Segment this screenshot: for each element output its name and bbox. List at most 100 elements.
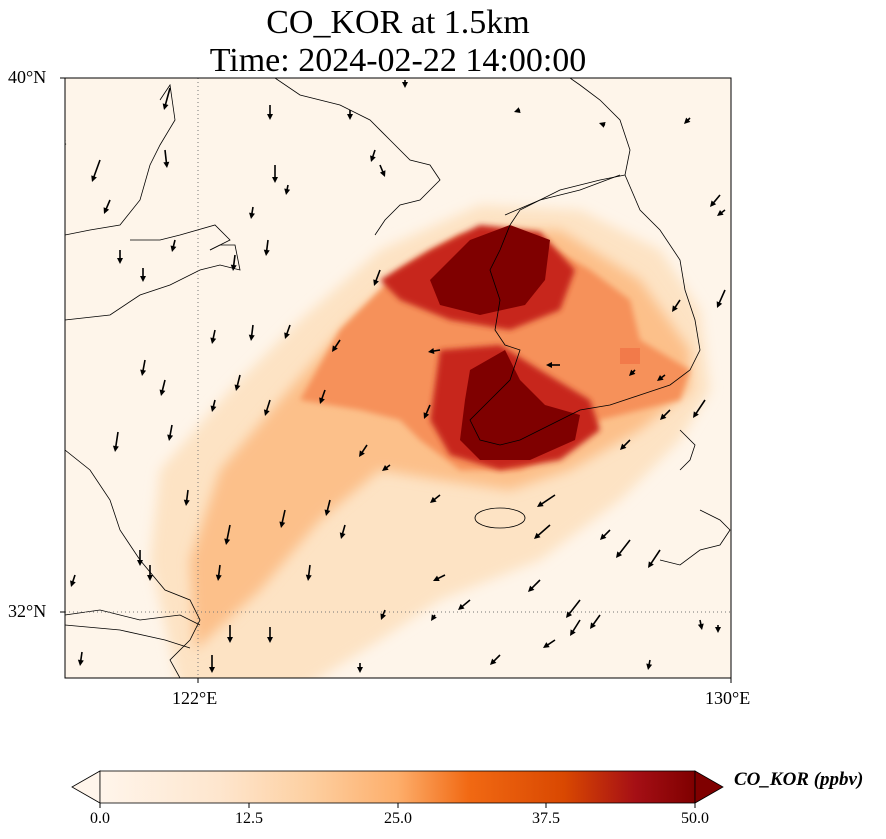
wind-arrow xyxy=(267,627,273,643)
map-title-line1: CO_KOR at 1.5km xyxy=(266,4,530,41)
wind-arrow xyxy=(140,359,147,376)
wind-arrow xyxy=(546,362,560,368)
wind-arrow xyxy=(616,539,631,558)
colorbar-tick-0: 0.0 xyxy=(90,810,110,827)
wind-arrow xyxy=(537,494,556,507)
axis-ticks xyxy=(60,77,732,683)
wind-arrow xyxy=(402,80,408,88)
wind-arrow xyxy=(380,609,387,620)
wind-arrow xyxy=(263,239,270,256)
jeju-island xyxy=(474,507,526,529)
wind-arrow xyxy=(428,348,441,354)
wind-arrow xyxy=(249,206,255,219)
gridlines xyxy=(65,78,731,678)
wind-arrow xyxy=(103,199,111,214)
wind-arrow xyxy=(566,599,581,618)
wind-arrow xyxy=(672,299,681,312)
wind-arrow xyxy=(209,655,215,673)
colorbar-tick-3: 37.5 xyxy=(532,810,560,827)
coastline-yangtze xyxy=(65,609,201,626)
wind-arrow xyxy=(324,499,331,516)
wind-arrow xyxy=(234,374,241,391)
wind-arrow xyxy=(332,339,341,352)
wind-arrow xyxy=(279,509,286,528)
coastline-korea-west xyxy=(469,174,701,446)
wind-arrow xyxy=(224,524,231,545)
wind-arrow xyxy=(373,269,381,286)
wind-arrow xyxy=(648,549,661,568)
wind-arrow xyxy=(263,399,271,416)
lon-label-122E: 122°E xyxy=(172,688,218,708)
wind-arrow xyxy=(600,529,611,540)
wind-arrow xyxy=(660,409,671,420)
coastline-korea-north xyxy=(509,174,626,226)
wind-arrow xyxy=(382,464,391,471)
wind-arrow xyxy=(117,250,123,264)
wind-arrow xyxy=(77,651,84,666)
lon-label-130E: 130°E xyxy=(705,688,751,708)
wind-arrow xyxy=(629,369,636,376)
wind-arrow xyxy=(183,489,190,506)
wind-arrow xyxy=(528,579,541,592)
wind-arrow xyxy=(430,494,441,503)
wind-arrow xyxy=(534,524,551,539)
wind-arrow xyxy=(112,431,119,452)
lat-label-32N: 32°N xyxy=(8,601,47,621)
colorbar-tick-2: 25.0 xyxy=(384,810,412,827)
coastline-jiangsu xyxy=(65,449,201,678)
wind-arrow xyxy=(646,659,653,670)
wind-arrow xyxy=(490,654,501,665)
wind-arrow xyxy=(433,574,446,581)
wind-arrow xyxy=(716,289,726,308)
wind-arrow xyxy=(140,268,146,282)
wind-arrow xyxy=(693,399,706,418)
coastline-north-korea-west xyxy=(274,78,441,236)
wind-arrow xyxy=(162,87,171,110)
wind-arrow xyxy=(70,574,76,587)
wind-arrow xyxy=(379,164,386,177)
wind-arrow xyxy=(684,117,691,124)
wind-arrow xyxy=(620,439,631,450)
wind-arrows xyxy=(65,80,726,673)
wind-arrow xyxy=(248,324,255,341)
wind-arrow xyxy=(359,444,368,457)
wind-arrow xyxy=(458,599,471,610)
wind-arrow xyxy=(514,107,521,113)
wind-arrow xyxy=(657,374,666,381)
coastline-kyushu xyxy=(659,509,731,566)
wind-arrow xyxy=(590,614,601,629)
wind-arrow xyxy=(137,550,143,566)
wind-arrow xyxy=(91,159,101,182)
colorbar-tick-4: 50.0 xyxy=(681,810,709,827)
wind-arrow xyxy=(715,625,721,633)
wind-arrow xyxy=(599,122,606,128)
wind-arrow xyxy=(147,565,153,581)
wind-arrow xyxy=(710,194,721,207)
wind-arrow xyxy=(284,324,291,339)
wind-arrow xyxy=(210,329,217,344)
colorbar-extend-max xyxy=(694,770,724,804)
plume-spot xyxy=(620,348,640,364)
wind-arrow xyxy=(357,663,363,673)
wind-arrow xyxy=(163,149,170,168)
wind-arrow xyxy=(717,209,726,216)
wind-arrow xyxy=(305,564,312,581)
wind-arrow xyxy=(431,614,437,621)
concentration-field xyxy=(65,78,731,678)
coastlines xyxy=(65,78,731,678)
wind-arrow xyxy=(339,524,346,539)
wind-arrow xyxy=(570,619,581,636)
wind-arrow xyxy=(272,165,278,183)
wind-arrow xyxy=(167,424,174,441)
colorbar-extend-min xyxy=(71,770,101,804)
coastline-liaodong xyxy=(65,83,176,236)
coastline-yangtze-inner xyxy=(65,624,191,649)
wind-arrow xyxy=(159,379,166,396)
wind-arrow xyxy=(370,149,376,162)
wind-arrow xyxy=(230,254,237,271)
wind-arrow xyxy=(215,564,222,581)
wind-arrow xyxy=(210,399,217,412)
colorbar-label: CO_KOR (ppbv) xyxy=(734,769,864,790)
coastline-korea-north-inner xyxy=(504,174,621,216)
